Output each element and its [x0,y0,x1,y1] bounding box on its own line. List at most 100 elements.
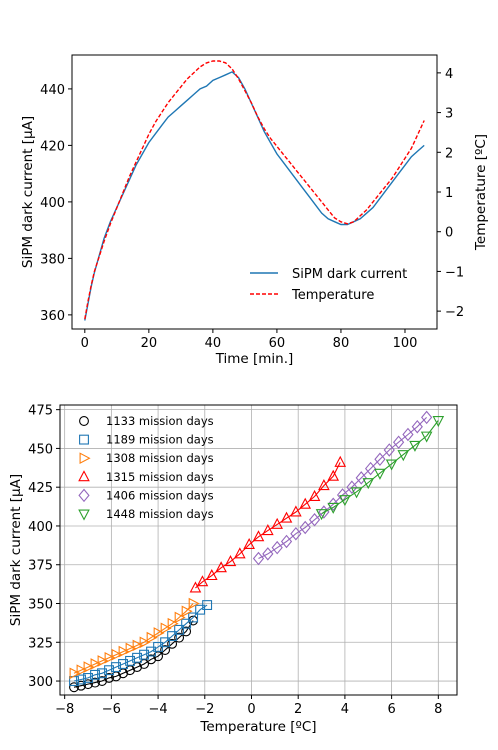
data-point [160,637,171,648]
x-tick-label: 6 [387,702,395,717]
y2-tick-label: 2 [445,146,453,161]
data-point [76,674,86,685]
data-point [76,664,88,676]
data-point [374,468,386,480]
series-group [69,597,200,680]
y-axis-label: SiPM dark current [μA] [8,474,24,626]
y2-tick-label: 0 [445,226,453,241]
y-axis-label: SiPM dark current [μA] [20,116,36,268]
series-line-temperature [84,60,425,320]
data-point [196,575,209,587]
data-point [346,480,358,494]
legend-label: 1189 mission days [106,433,214,447]
plot-frame-bottom [59,404,458,696]
data-point [234,547,246,559]
data-point [334,455,347,467]
x-tick-label: 40 [205,336,222,351]
y-tick-label: 350 [28,598,53,613]
data-point [90,658,102,670]
legend-label: 1133 mission days [106,414,214,428]
data-point [125,655,136,666]
data-point [167,638,178,649]
data-point [355,471,367,485]
data-point [421,410,433,425]
data-point [160,645,171,655]
data-point [174,632,185,643]
data-point [290,505,302,517]
y-tick-label: 425 [28,481,53,496]
x-tick-label: 100 [393,336,418,351]
y-tick-label: 300 [28,675,53,690]
legend-label: Temperature [291,288,374,303]
legend-label: 1448 mission days [106,507,214,521]
data-point [139,649,150,660]
data-point [188,597,200,610]
y-tick-label: 325 [28,636,53,651]
data-point [174,624,185,635]
data-point [146,631,158,644]
y2-axis-label: Temperature [ºC] [473,134,489,251]
series-line [258,417,427,559]
data-point [299,520,311,535]
data-point [167,631,178,642]
data-point [290,526,302,541]
data-point [224,555,237,567]
data-point [432,416,445,428]
data-point [104,651,116,664]
data-point [280,534,293,549]
data-point [160,622,172,635]
series-group [252,410,433,566]
series-line-dark-current [84,71,425,321]
x-tick-label: 8 [434,702,442,717]
data-point [262,524,274,536]
data-point [118,645,130,658]
data-point [262,547,274,561]
data-point [69,667,81,680]
data-point [97,655,109,667]
x-tick-label: −6 [102,702,121,717]
data-point [362,478,375,490]
legend-label: 1406 mission days [106,488,214,502]
y-tick-label: 475 [28,404,53,419]
data-point [104,665,114,676]
data-point [83,661,95,673]
y-tick-label: 375 [28,559,53,574]
x-tick-label: 4 [341,702,349,717]
legend-marker [79,434,89,445]
x-tick-label: 80 [333,336,350,351]
data-point [202,600,213,611]
x-tick-label: 0 [247,702,255,717]
data-point [409,440,421,452]
series-line [73,604,208,682]
data-point [280,511,293,523]
data-point [327,469,340,481]
y-tick-label: 450 [28,442,53,457]
data-point [374,452,386,467]
x-axis-label: Temperature [ºC] [199,719,316,735]
data-point [243,537,255,550]
data-point [397,450,410,462]
series-group [315,416,445,521]
data-point [308,489,321,501]
data-point [132,652,143,663]
y-tick-label: 440 [40,83,65,98]
data-point [153,627,165,639]
data-point [393,435,405,449]
legend-marker [78,470,90,482]
x-tick-label: 0 [81,336,89,351]
y-tick-label: 400 [28,520,53,535]
data-point [215,561,227,573]
data-point [252,551,265,566]
x-tick-label: 2 [294,702,302,717]
y-tick-label: 420 [40,139,65,154]
x-tick-label: 60 [269,336,286,351]
data-point [174,611,186,624]
data-point [315,509,328,521]
y2-tick-label: 3 [445,107,453,122]
data-point [383,443,395,457]
data-point [111,648,123,661]
data-point [189,581,202,593]
data-point [181,618,192,629]
y-tick-label: 400 [40,196,65,211]
